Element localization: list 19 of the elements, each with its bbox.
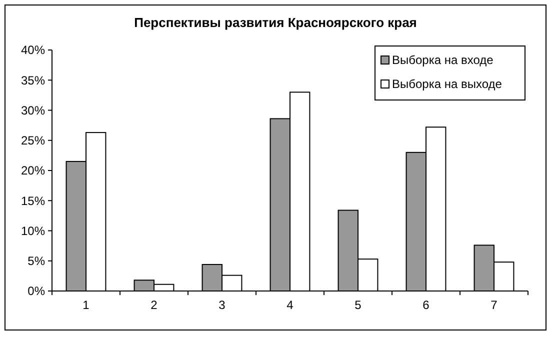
x-tick-label: 5: [354, 298, 362, 312]
chart-title: Перспективы развития Красноярского края: [134, 15, 417, 30]
y-tick-label: 20%: [20, 164, 46, 178]
x-tick-label: 6: [422, 298, 430, 312]
y-tick-label: 30%: [20, 103, 46, 118]
x-tick-label: 7: [490, 298, 498, 312]
x-tick-label: 3: [218, 298, 226, 312]
y-tick-label: 5%: [28, 254, 46, 268]
y-tick-label: 25%: [20, 134, 46, 148]
y-tick-label: 10%: [20, 224, 46, 238]
x-tick-label: 2: [150, 298, 158, 312]
x-tick-label: 4: [286, 298, 294, 312]
y-tick-label: 40%: [20, 43, 46, 58]
legend-label: Выборка на входе: [392, 53, 494, 68]
legend-label: Выборка на выходе: [392, 77, 502, 92]
x-tick-label: 1: [82, 298, 90, 312]
y-tick-label: 15%: [20, 194, 46, 208]
y-tick-label: 35%: [20, 73, 46, 88]
y-tick-label: 0%: [28, 284, 46, 298]
